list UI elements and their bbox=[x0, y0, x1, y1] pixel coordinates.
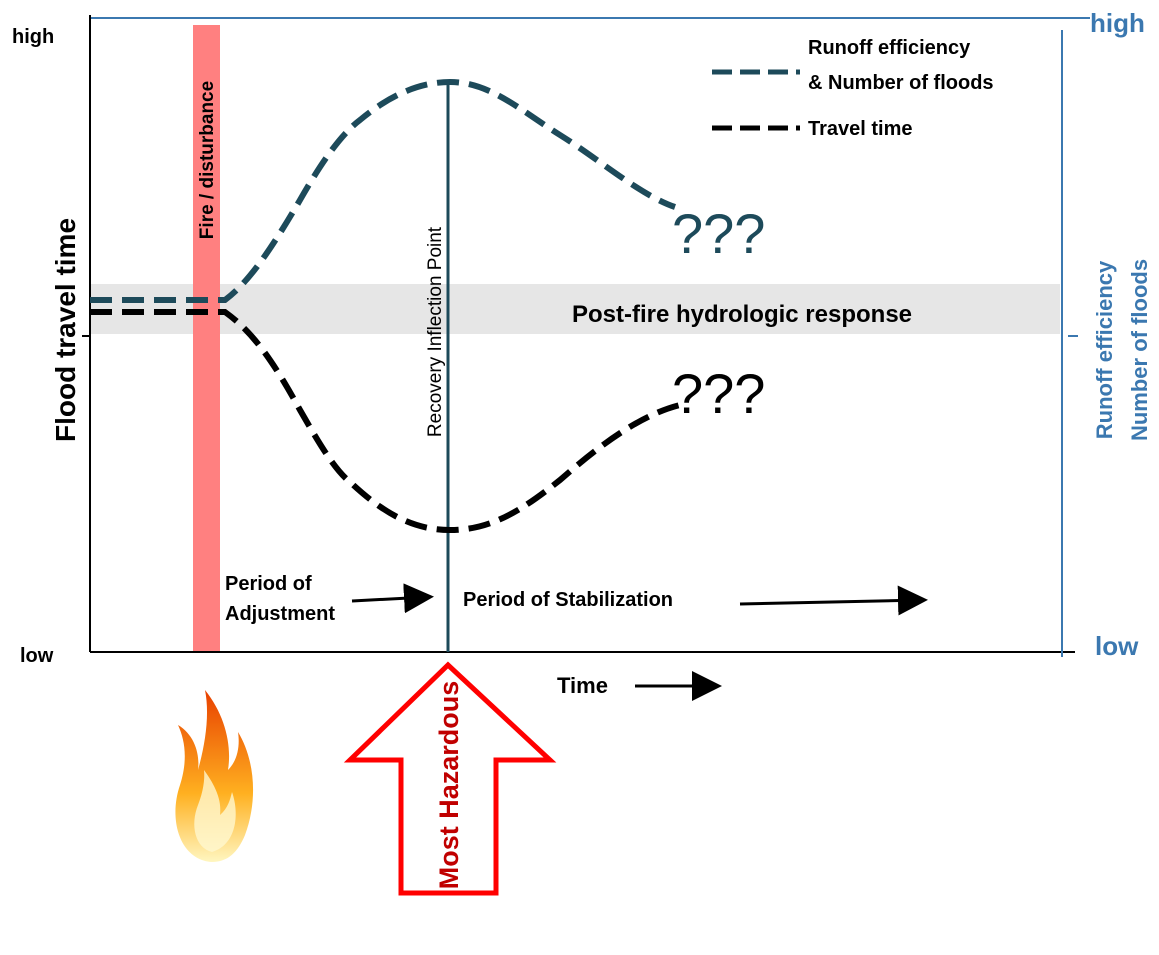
legend-label: Travel time bbox=[808, 118, 913, 140]
unknown: ??? bbox=[672, 362, 765, 425]
travel-curve bbox=[90, 309, 681, 534]
left-axis-label: Flood travel time bbox=[50, 218, 81, 442]
right-axis-label: Runoff efficiency bbox=[1092, 260, 1117, 439]
hazard-arrow bbox=[343, 661, 557, 896]
right-high: high bbox=[1090, 8, 1145, 38]
inflection-label: Recovery Inflection Point bbox=[425, 226, 446, 437]
response-band bbox=[90, 284, 1060, 334]
hazard-label: Most Hazardous bbox=[434, 681, 464, 890]
period-label: Period of bbox=[225, 573, 312, 595]
right-axis-label: Number of floods bbox=[1127, 259, 1152, 441]
band-label: Post-fire hydrologic response bbox=[572, 301, 912, 328]
arrow bbox=[351, 583, 434, 614]
unknown: ??? bbox=[672, 202, 765, 265]
period-label: Adjustment bbox=[225, 603, 335, 625]
legend-label: Runoff efficiency bbox=[808, 37, 971, 59]
period-label: Period of Stabilization bbox=[463, 589, 673, 611]
x-axis-label: Time bbox=[557, 673, 608, 698]
left-low: low bbox=[20, 645, 54, 667]
fire-bar bbox=[193, 25, 220, 652]
right-low: low bbox=[1095, 631, 1139, 661]
runoff-curve bbox=[90, 78, 676, 303]
legend-label: & Number of floods bbox=[808, 72, 994, 94]
arrow bbox=[739, 585, 928, 616]
fire-bar-label: Fire / disturbance bbox=[197, 81, 218, 239]
flame-icon bbox=[175, 690, 254, 862]
left-high: high bbox=[12, 26, 54, 48]
